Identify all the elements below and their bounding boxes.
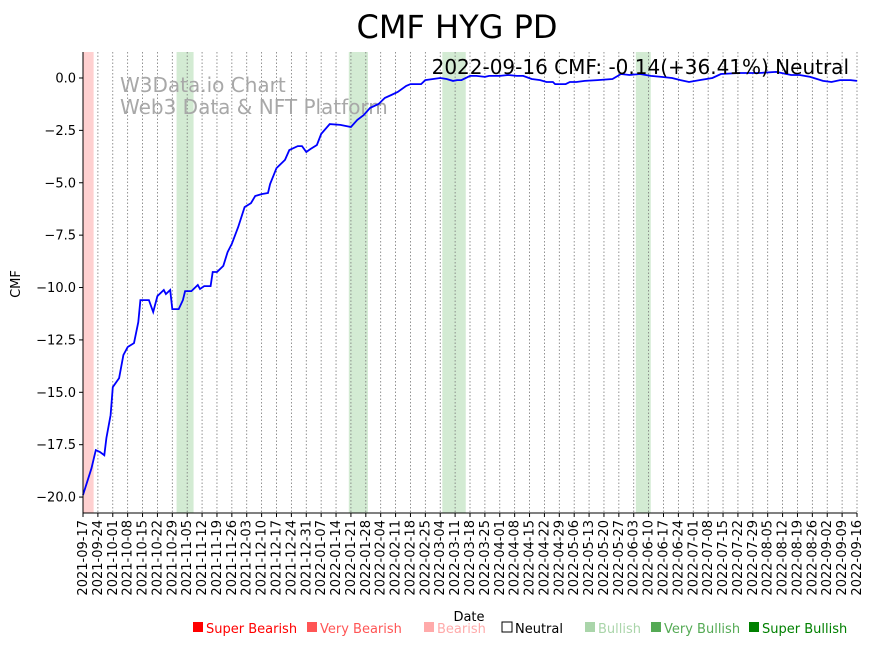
x-tick-label: 2022-04-01 [493,520,508,596]
shaded-region-bullish [635,52,651,513]
x-tick-label: 2022-07-29 [746,520,761,596]
watermark-line-2: Web3 Data & NFT Platform [120,95,388,119]
x-tick-label: 2022-06-24 [671,520,686,596]
x-tick-label: 2022-02-18 [403,520,418,596]
x-tick-label: 2022-09-09 [835,520,850,596]
x-tick-label: 2022-06-03 [627,520,642,596]
x-axis-label: Date [453,610,484,625]
x-tick-label: 2022-05-06 [567,520,582,596]
y-tick-label: −15.0 [36,386,76,401]
x-tick-label: 2022-02-25 [418,520,433,596]
shaded-region-bullish [442,52,466,513]
y-tick-label: −20.0 [36,491,76,506]
y-tick-label: −7.5 [44,229,76,244]
x-tick-label: 2022-03-18 [463,520,478,596]
y-tick-label: −12.5 [36,333,76,348]
x-tick-label: 2021-09-17 [76,520,91,596]
x-tick-label: 2022-07-08 [701,520,716,596]
cmf-series-line [82,70,858,496]
x-tick-label: 2021-11-12 [195,520,210,596]
legend-label: Super Bearish [206,622,297,637]
legend-swatch-super-bullish [749,622,759,632]
x-tick-label: 2022-07-01 [686,520,701,596]
x-tick-label: 2021-09-24 [91,520,106,596]
shaded-region-bearish [83,52,94,513]
x-tick-label: 2022-01-21 [344,520,359,596]
y-tick-label: −5.0 [44,176,76,191]
y-axis-label: CMF [9,270,24,298]
x-tick-label: 2021-11-05 [180,520,195,596]
legend-swatch-super-bearish [193,622,203,632]
x-tick-label: 2022-04-29 [552,520,567,596]
x-tick-label: 2022-07-22 [731,520,746,596]
legend-label: Bearish [437,622,486,637]
x-tick-label: 2022-01-14 [329,520,344,596]
x-tick-label: 2021-12-24 [284,520,299,596]
x-tick-label: 2022-05-27 [612,520,627,596]
x-tick-label: 2022-05-20 [597,520,612,596]
x-tick-label: 2021-12-31 [299,520,314,596]
x-tick-label: 2022-08-26 [805,520,820,596]
legend-label: Super Bullish [762,622,847,637]
shaded-region-bullish [176,52,194,513]
legend-label: Bullish [598,622,641,637]
x-tick-label: 2021-10-08 [121,520,136,596]
y-tick-label: −10.0 [36,281,76,296]
x-tick-label: 2022-04-22 [537,520,552,596]
latest-value-annotation: 2022-09-16 CMF: -0.14(+36.41%) Neutral [432,55,849,79]
x-tick-label: 2021-12-03 [240,520,255,596]
legend-swatch-very-bullish [651,622,661,632]
x-tick-label: 2022-02-04 [374,520,389,596]
legend-label: Very Bearish [320,622,402,637]
x-tick-label: 2022-01-28 [359,520,374,596]
x-tick-label: 2021-11-26 [225,520,240,596]
x-tick-label: 2021-12-10 [255,520,270,596]
legend-swatch-bearish [424,622,434,632]
y-tick-label: −17.5 [36,438,76,453]
x-tick-label: 2022-04-08 [508,520,523,596]
x-tick-label: 2021-10-22 [150,520,165,596]
x-tick-label: 2021-11-19 [210,520,225,596]
legend-label: Neutral [515,622,563,637]
y-tick-label: 0.0 [55,71,76,86]
x-tick-label: 2022-07-15 [716,520,731,596]
x-tick-label: 2022-03-11 [448,520,463,596]
x-tick-label: 2022-03-04 [433,520,448,596]
x-tick-label: 2022-08-05 [761,520,776,596]
x-tick-label: 2022-01-07 [314,520,329,596]
legend-swatch-very-bearish [307,622,317,632]
legend-label: Very Bullish [664,622,740,637]
x-tick-label: 2022-08-19 [790,520,805,596]
x-tick-label: 2022-06-10 [642,520,657,596]
x-tick-label: 2022-09-16 [850,520,865,596]
y-tick-label: −2.5 [44,124,76,139]
legend-swatch-bullish [585,622,595,632]
watermark-line-1: W3Data.io Chart [120,73,286,97]
legend-swatch-neutral [501,621,513,633]
x-tick-label: 2022-02-11 [389,520,404,596]
x-tick-label: 2022-08-12 [776,520,791,596]
x-tick-label: 2021-12-17 [270,520,285,596]
x-tick-label: 2021-10-01 [106,520,121,596]
x-tick-label: 2021-10-29 [165,520,180,596]
x-tick-label: 2022-03-25 [478,520,493,596]
x-tick-label: 2022-09-02 [820,520,835,596]
x-tick-label: 2022-04-15 [523,520,538,596]
x-tick-label: 2021-10-15 [136,520,151,596]
shaded-region-bullish [348,52,368,513]
chart-title: CMF HYG PD [356,8,557,46]
x-tick-label: 2022-06-17 [657,520,672,596]
x-tick-label: 2022-05-13 [582,520,597,596]
